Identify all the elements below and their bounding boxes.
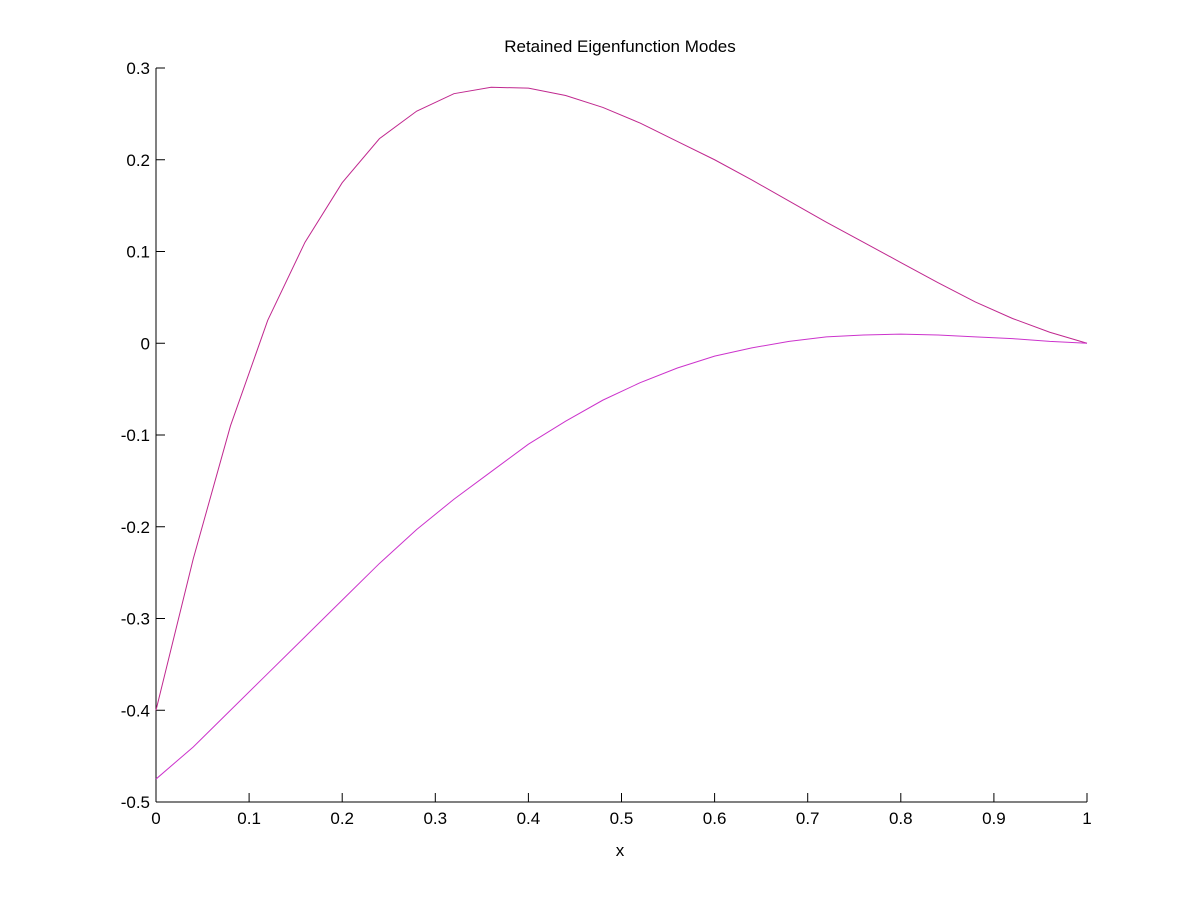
chart-title: Retained Eigenfunction Modes	[504, 37, 736, 56]
y-tick-label: -0.4	[121, 701, 150, 720]
x-tick-label: 1	[1082, 809, 1091, 828]
y-tick-label: -0.5	[121, 793, 150, 812]
x-tick-label: 0.4	[517, 809, 541, 828]
x-tick-label: 0.9	[982, 809, 1006, 828]
x-tick-label: 0.2	[330, 809, 354, 828]
series-line-2	[155, 333, 1088, 780]
y-ticks: -0.5 -0.4 -0.3 -0.2 -0.1 0 0.1 0.2 0.3	[121, 59, 165, 812]
y-tick-label: 0.3	[126, 59, 150, 78]
x-ticks: 0 0.1 0.2 0.3 0.4 0.5 0.6 0.7 0.8 0.9 1	[151, 793, 1092, 828]
y-tick-label: 0	[141, 334, 150, 353]
series-group	[155, 86, 1088, 780]
series-line-1	[155, 86, 1088, 711]
x-tick-label: 0.5	[610, 809, 634, 828]
x-tick-label: 0.3	[423, 809, 447, 828]
x-tick-label: 0.7	[796, 809, 820, 828]
y-tick-label: -0.1	[121, 426, 150, 445]
x-tick-label: 0.8	[889, 809, 913, 828]
y-tick-label: 0.2	[126, 151, 150, 170]
x-tick-label: 0.1	[237, 809, 261, 828]
x-axis-label: x	[616, 841, 625, 860]
y-tick-label: -0.3	[121, 610, 150, 629]
y-tick-label: -0.2	[121, 518, 150, 537]
x-tick-label: 0	[151, 809, 160, 828]
x-tick-label: 0.6	[703, 809, 727, 828]
y-tick-label: 0.1	[126, 243, 150, 262]
